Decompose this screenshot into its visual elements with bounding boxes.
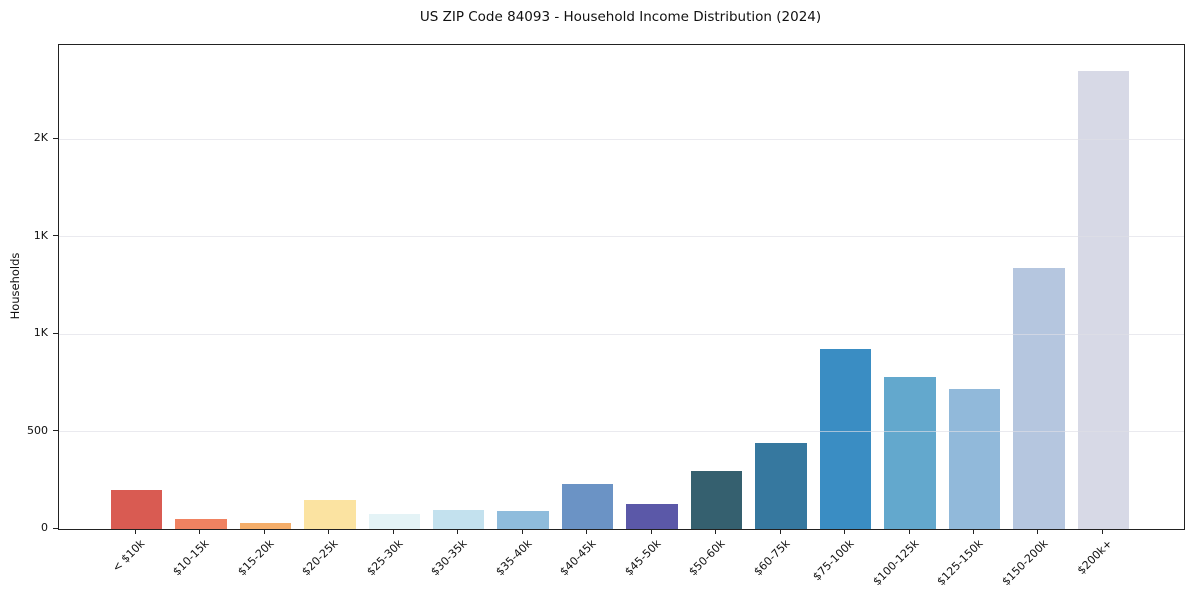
x-tick-label: $100-125k — [870, 537, 922, 589]
x-tick-label: $35-40k — [493, 537, 535, 579]
bar — [819, 348, 872, 529]
x-tick — [908, 529, 910, 534]
gridline — [59, 236, 1184, 237]
bar — [690, 470, 743, 529]
bar — [1077, 70, 1130, 529]
y-tick — [53, 235, 58, 236]
y-tick — [53, 430, 58, 431]
x-tick-label: $25-30k — [364, 537, 406, 579]
bar — [1013, 267, 1065, 529]
x-tick — [973, 529, 974, 534]
bar — [561, 484, 614, 529]
x-tick — [457, 529, 459, 534]
x-tick — [844, 529, 845, 534]
y-tick-label: 1K — [33, 228, 48, 242]
x-tick-label: $15-20k — [235, 537, 277, 579]
x-tick — [1101, 529, 1103, 534]
bar — [432, 509, 485, 529]
y-tick — [53, 527, 58, 529]
x-tick — [263, 529, 265, 534]
x-tick — [779, 529, 781, 534]
bar — [497, 511, 549, 529]
bar — [304, 499, 356, 529]
x-tick — [1037, 529, 1039, 534]
chart-title: US ZIP Code 84093 - Household Income Dis… — [419, 9, 822, 25]
gridline — [59, 333, 1184, 335]
bar — [948, 388, 1001, 529]
x-tick — [715, 529, 717, 534]
y-tick — [53, 332, 58, 334]
x-tick-label: $10-15k — [170, 537, 213, 579]
x-tick-label: $20-25k — [299, 537, 342, 579]
x-tick-label: $30-35k — [428, 537, 470, 579]
x-tick — [521, 529, 523, 534]
gridline — [59, 431, 1184, 432]
x-tick-label: $50-60k — [686, 537, 728, 579]
x-tick-label: < $10k — [110, 537, 148, 575]
x-tick — [328, 529, 330, 534]
y-tick-label: 0 — [41, 521, 48, 534]
x-tick-label: $40-45k — [557, 537, 599, 579]
x-tick — [134, 529, 136, 534]
bar — [175, 519, 227, 529]
bar — [368, 514, 421, 529]
bar — [755, 443, 807, 529]
x-tick — [586, 529, 588, 534]
x-tick-label: $200k+ — [1074, 537, 1115, 578]
y-tick-label: 2K — [33, 131, 48, 144]
x-tick — [392, 529, 394, 534]
y-tick-label: 1K — [33, 326, 48, 339]
gridline — [59, 138, 1184, 140]
plot-area — [58, 44, 1185, 530]
y-axis-label: Households — [8, 252, 22, 320]
x-tick — [199, 529, 201, 534]
bar — [239, 523, 292, 529]
y-tick — [53, 137, 58, 139]
x-tick-label: $150-200k — [998, 537, 1051, 589]
x-tick-label: $75-100k — [810, 537, 857, 584]
x-tick-label: $125-150k — [934, 537, 986, 589]
bar — [626, 503, 678, 529]
x-tick — [650, 529, 652, 534]
x-tick-label: $60-75k — [751, 537, 793, 579]
bar — [110, 490, 163, 529]
x-tick-label: $45-50k — [622, 537, 664, 579]
bar — [884, 376, 936, 529]
y-tick-label: 500 — [27, 423, 48, 437]
